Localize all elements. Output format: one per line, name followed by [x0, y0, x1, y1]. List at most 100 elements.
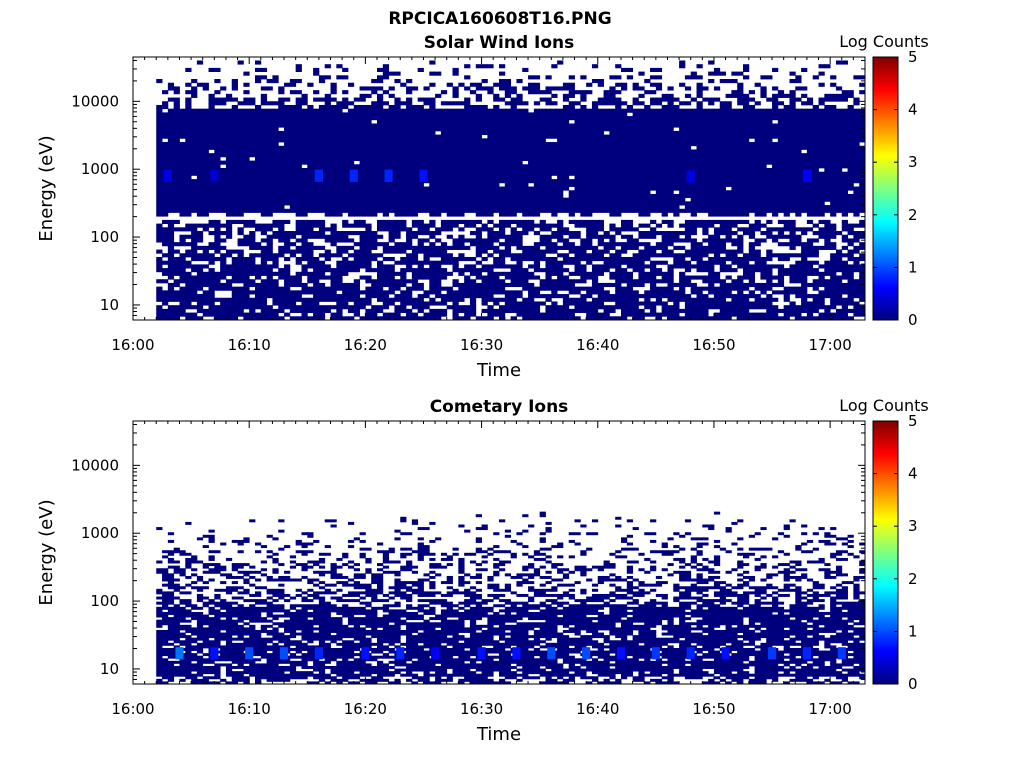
spectrogram-cell: [522, 268, 529, 273]
spectrogram-cell: [684, 227, 692, 232]
spectrogram-cell: [644, 312, 651, 317]
spectrogram-cell: [342, 190, 349, 195]
spectrogram-cell: [609, 205, 616, 210]
spectrogram-cell: [690, 108, 697, 113]
spectrogram-cell: [586, 238, 593, 243]
spectrogram-cell: [162, 308, 169, 313]
spectrogram-cell: [621, 127, 628, 132]
spectrogram-cell: [475, 104, 482, 110]
spectrogram-cell: [481, 197, 488, 202]
spectrogram-cell: [394, 116, 401, 121]
spectrogram-cell: [411, 312, 419, 317]
spectrogram-cell: [435, 116, 442, 121]
spectrogram-cell: [167, 260, 175, 265]
spectrogram-cell: [469, 305, 477, 310]
spectrogram-cell: [655, 290, 663, 295]
spectrogram-cell: [185, 271, 192, 276]
spectrogram-cell: [167, 268, 175, 273]
spectrogram-cell: [202, 279, 209, 284]
spectrogram-cell: [202, 138, 209, 143]
spectrogram-cell: [708, 112, 715, 117]
spectrogram-cell: [371, 149, 378, 154]
spectrogram-cell: [400, 308, 407, 313]
spectrogram-cell: [458, 294, 465, 299]
spectrogram-cell: [522, 219, 529, 225]
spectrogram-cell: [580, 167, 587, 173]
spectrogram-cell: [603, 294, 610, 299]
spectrogram-cell: [324, 175, 331, 180]
spectrogram-cell: [528, 160, 535, 165]
spectrogram-cell: [621, 130, 628, 136]
spectrogram-cell: [214, 101, 221, 106]
spectrogram-cell: [324, 205, 331, 210]
spectrogram-cell: [295, 212, 302, 217]
spectrogram-cell: [231, 271, 238, 276]
spectrogram-cell: [679, 253, 686, 258]
spectrogram-cell: [377, 271, 384, 276]
spectrogram-cell: [266, 145, 273, 150]
spectrogram-cell: [167, 208, 175, 213]
spectrogram-cell: [243, 316, 250, 321]
spectrogram-cell: [179, 123, 186, 128]
spectrogram-cell: [644, 116, 651, 121]
spectrogram-cell: [301, 249, 308, 254]
spectrogram-cell: [545, 201, 552, 206]
spectrogram-cell: [609, 275, 616, 280]
spectrogram-cell: [347, 145, 355, 150]
spectrogram-cell: [301, 112, 308, 117]
spectrogram-cell: [191, 130, 198, 136]
spectrogram-cell: [214, 156, 221, 161]
spectrogram-cell: [220, 312, 227, 317]
spectrogram-cell: [336, 134, 343, 139]
spectrogram-cell: [580, 297, 587, 302]
spectrogram-cell: [162, 149, 169, 154]
spectrogram-cell: [301, 205, 308, 210]
spectrogram-cell: [301, 245, 308, 250]
spectrogram-cell: [394, 193, 401, 199]
spectrogram-cell: [243, 145, 250, 150]
spectrogram-cell: [615, 286, 622, 291]
spectrogram-cell: [638, 156, 645, 161]
spectrogram-cell: [266, 190, 273, 195]
spectrogram-cell: [464, 193, 471, 199]
spectrogram-cell: [156, 156, 163, 161]
spectrogram-cell: [661, 231, 668, 236]
spectrogram-cell: [481, 227, 488, 232]
spectrogram-cell: [336, 208, 343, 213]
spectrogram-cell: [255, 253, 262, 258]
spectrogram-cell: [382, 101, 390, 106]
spectrogram-cell: [272, 271, 279, 276]
spectrogram-cell: [679, 108, 686, 113]
spectrogram-cell: [621, 167, 628, 173]
spectrogram-cell: [301, 179, 308, 184]
spectrogram-cell: [220, 256, 227, 262]
spectrogram-cell: [237, 60, 244, 65]
spectrogram-cell: [266, 264, 273, 269]
spectrogram-cell: [179, 167, 186, 173]
spectrogram-cell: [237, 190, 244, 195]
spectrogram-cell: [568, 134, 575, 139]
spectrogram-cell: [342, 127, 349, 132]
spectrogram-cell: [243, 282, 250, 288]
spectrogram-cell: [684, 301, 692, 306]
spectrogram-cell: [307, 167, 314, 173]
spectrogram-cell: [324, 234, 331, 239]
spectrogram-cell: [353, 127, 360, 132]
spectrogram-cell: [615, 256, 622, 262]
spectrogram-cell: [359, 238, 366, 243]
spectrogram-cell: [411, 282, 419, 288]
spectrogram-cell: [702, 171, 709, 176]
spectrogram-cell: [179, 305, 186, 310]
spectrogram-cell: [446, 182, 453, 187]
spectrogram-cell: [713, 271, 721, 276]
spectrogram-cell: [679, 193, 686, 199]
spectrogram-cell: [272, 138, 279, 143]
spectrogram-cell: [586, 223, 593, 228]
spectrogram-cell: [557, 227, 564, 232]
spectrogram-cell: [708, 282, 715, 288]
spectrogram-cell: [597, 149, 604, 154]
spectrogram-cell: [690, 119, 697, 124]
spectrogram-cell: [528, 119, 535, 124]
spectrogram-cell: [353, 186, 360, 191]
spectrogram-cell: [301, 264, 308, 269]
